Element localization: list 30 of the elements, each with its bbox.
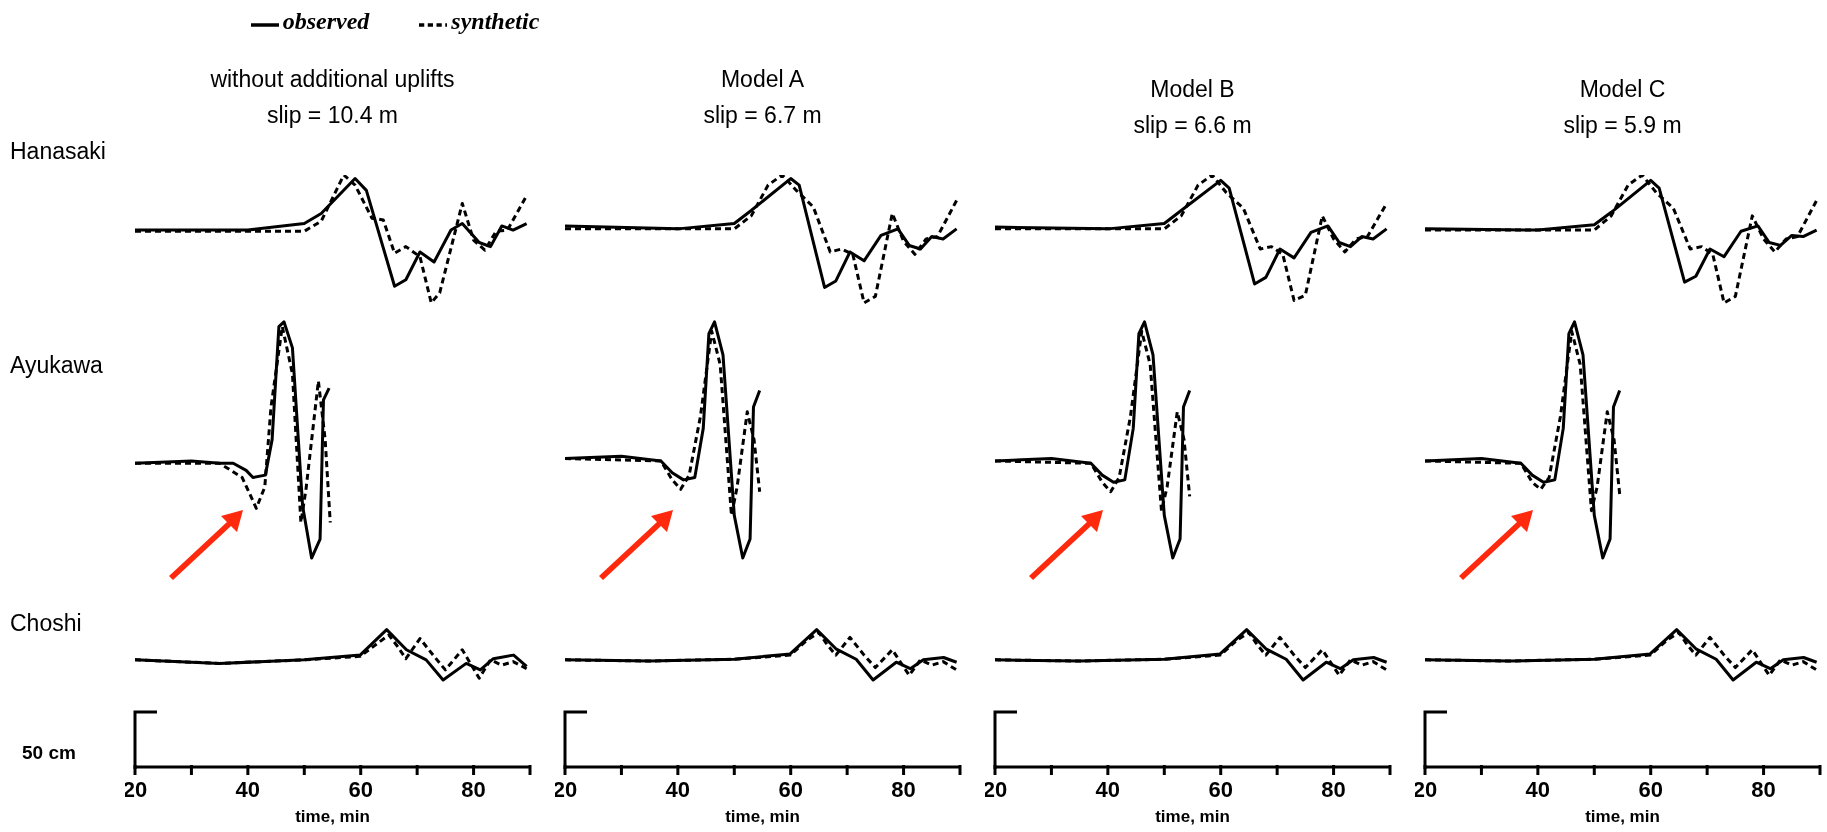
- chart-title: without additional uplifts: [209, 66, 456, 93]
- chart-title: Model B: [1149, 76, 1236, 103]
- text: 50 cm: [22, 742, 76, 764]
- x-axis-title: time, min: [1155, 807, 1230, 826]
- x-tick-label: 40: [1095, 777, 1121, 802]
- x-tick-label: 60: [1208, 777, 1233, 802]
- x-tick-label: 60: [1638, 777, 1663, 802]
- text: Hanasaki: [10, 138, 106, 165]
- text: Choshi: [10, 610, 82, 637]
- x-axis-title: time, min: [295, 807, 370, 826]
- x-tick-label: 80: [891, 777, 916, 802]
- x-axis-title: time, min: [1585, 807, 1660, 826]
- chart-subtitle: slip = 5.9 m: [1562, 112, 1683, 139]
- x-tick-label: 40: [1525, 777, 1551, 802]
- x-tick-label: 60: [778, 777, 803, 802]
- x-tick-label: 80: [461, 777, 486, 802]
- x-tick-label: 80: [1751, 777, 1776, 802]
- chart-title: Model A: [719, 66, 806, 93]
- x-tick-label: 60: [348, 777, 373, 802]
- text: Ayukawa: [10, 352, 103, 379]
- x-tick-label: 80: [1321, 777, 1346, 802]
- x-tick-label: 40: [665, 777, 691, 802]
- chart-subtitle: slip = 6.6 m: [1132, 112, 1253, 139]
- legend-label: synthetic: [451, 8, 540, 34]
- x-tick-label: 40: [235, 777, 261, 802]
- chart-subtitle: slip = 6.7 m: [702, 102, 823, 129]
- legend-label: observed: [282, 8, 370, 34]
- chart-subtitle: slip = 10.4 m: [265, 102, 399, 129]
- x-axis-title: time, min: [725, 807, 800, 826]
- chart-title: Model C: [1578, 76, 1667, 103]
